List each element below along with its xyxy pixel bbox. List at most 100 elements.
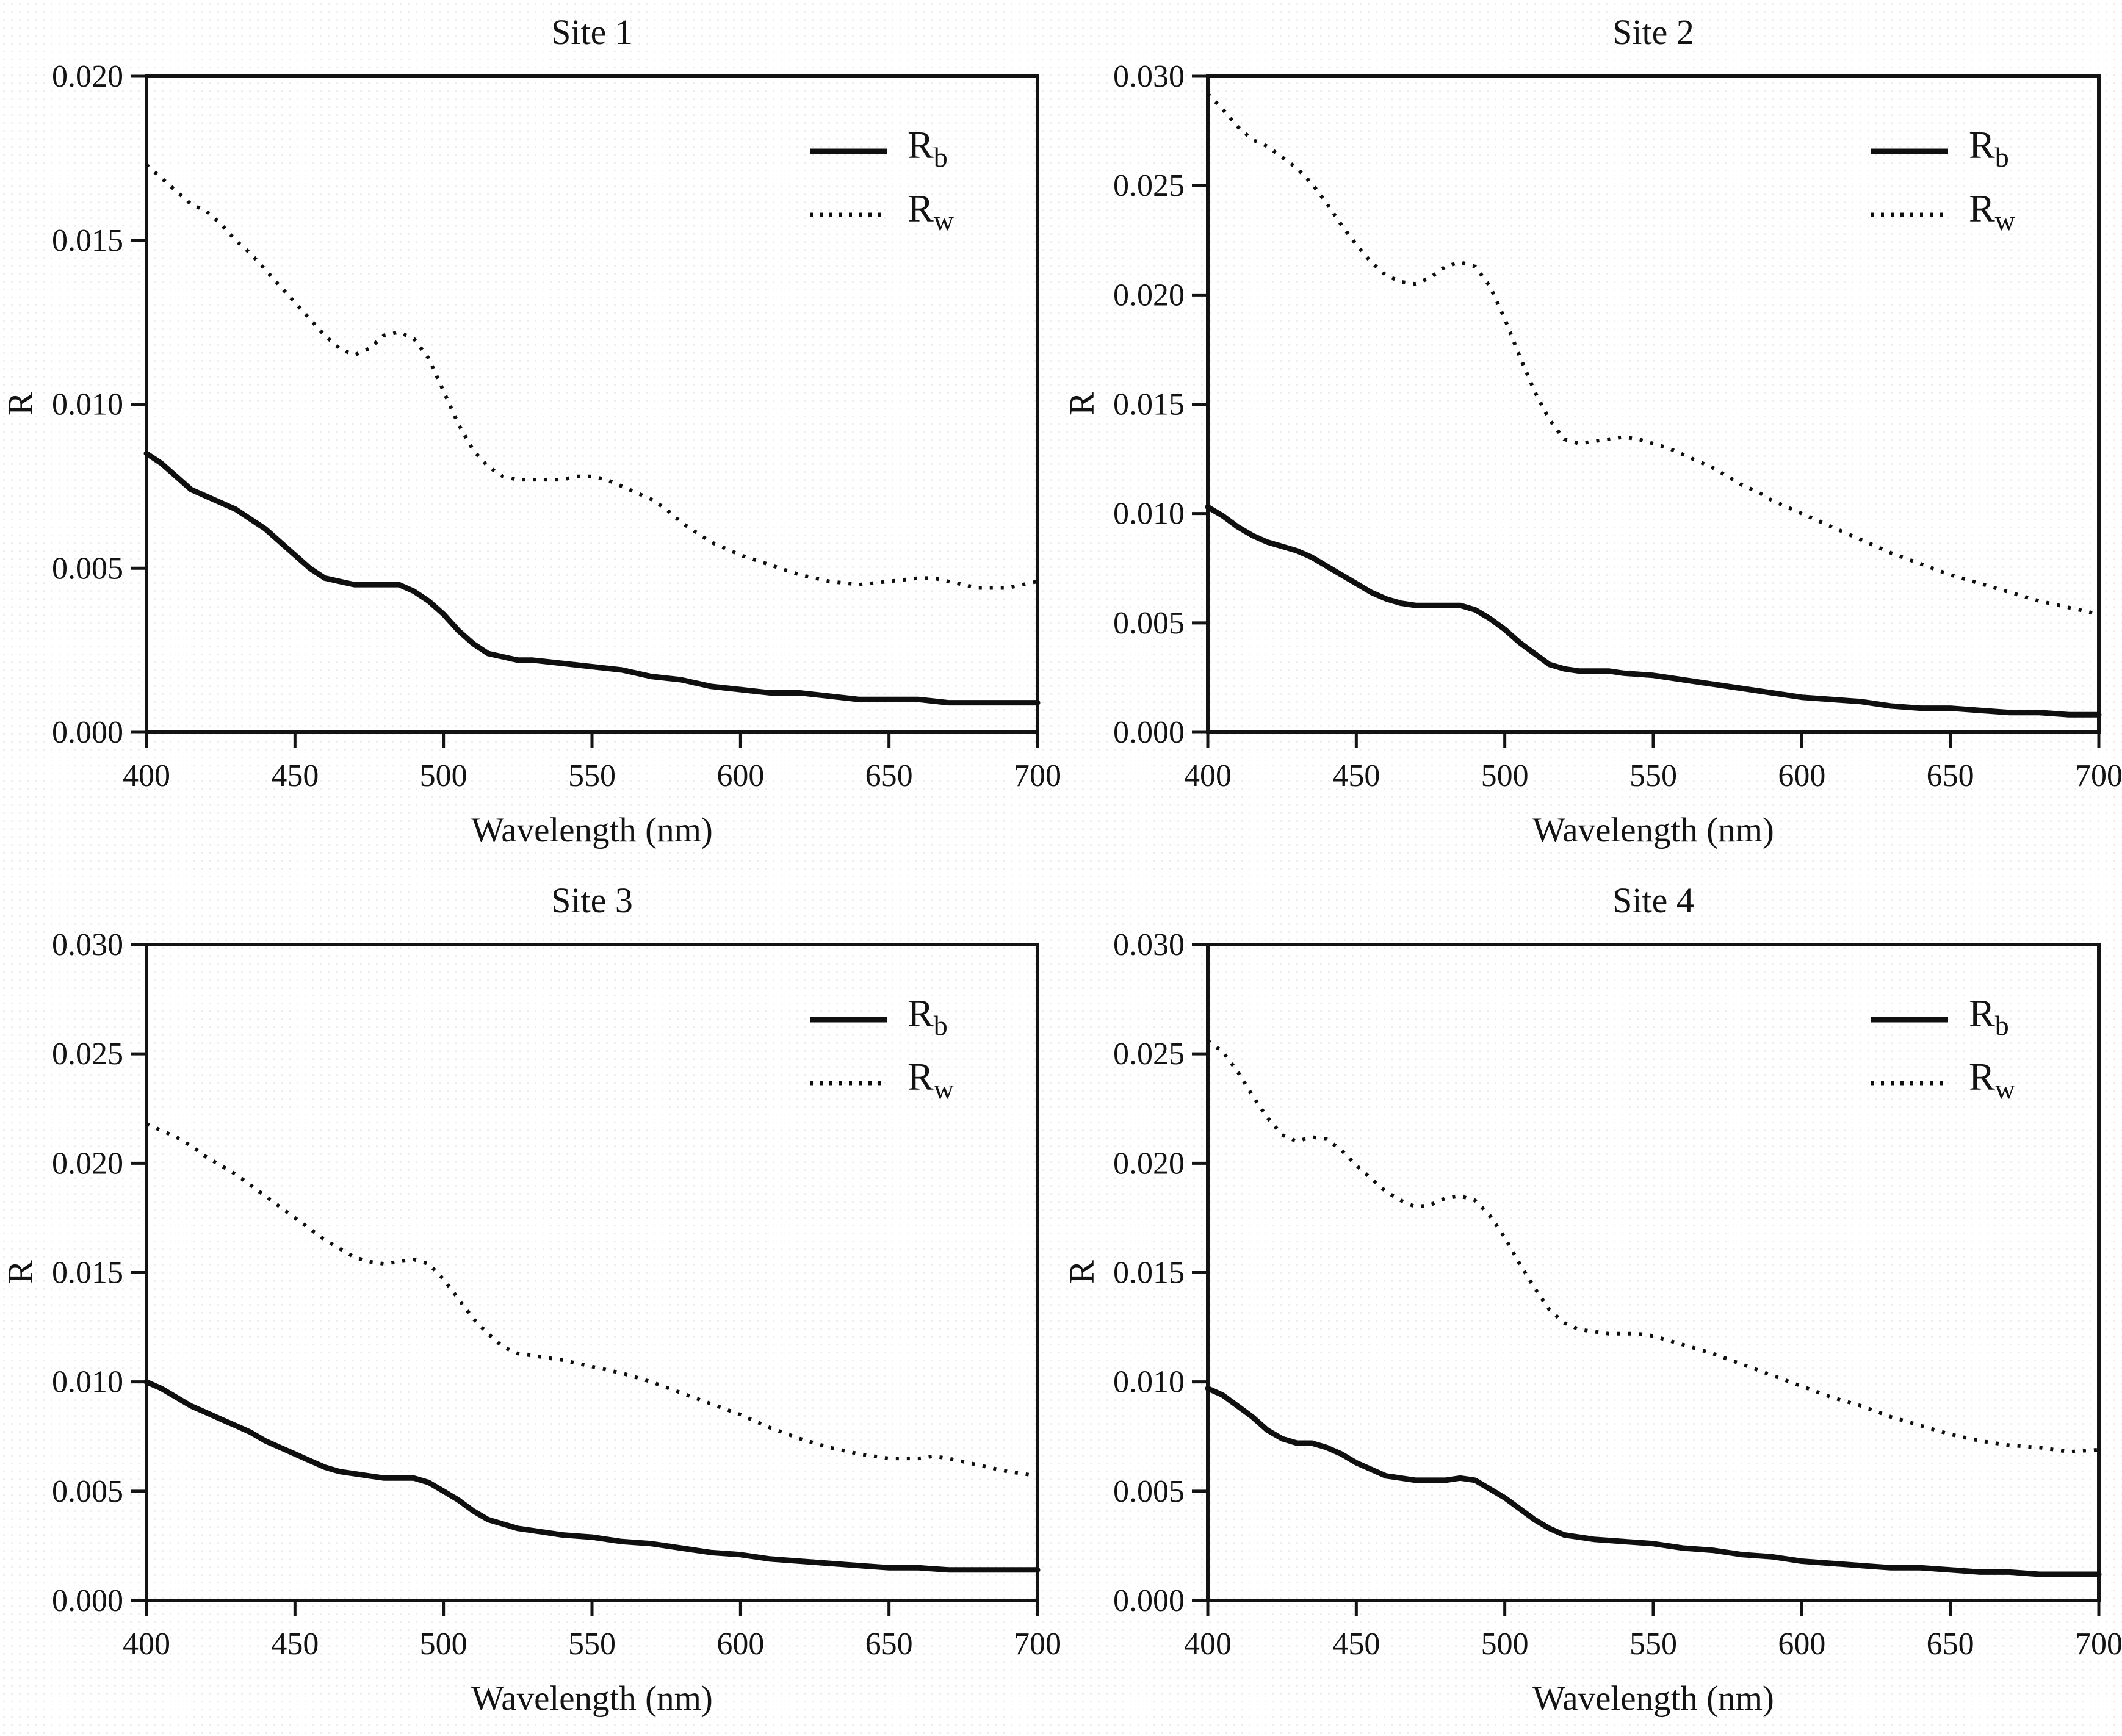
x-tick-label: 700 <box>2075 758 2122 793</box>
y-tick-label: 0.020 <box>1113 278 1185 312</box>
legend: Rb Rw <box>809 125 954 252</box>
series-rw-line <box>1206 92 2099 616</box>
x-tick-label: 400 <box>123 1627 170 1662</box>
y-tick-label: 0.030 <box>52 927 123 962</box>
y-tick-label: 0.010 <box>1113 1365 1185 1400</box>
series-rw-line <box>1207 1039 2099 1454</box>
x-tick-label: 500 <box>1481 758 1529 793</box>
plot-area-site-4: 400 450 500 550 600 650 700 0.000 0.005 0.010 0.01… <box>1113 927 2122 1662</box>
legend-label-rw: Rw <box>1969 187 2015 236</box>
legend-label-rb: Rb <box>1969 123 2009 173</box>
legend-item-rb: Rb <box>1870 993 2015 1046</box>
chart-site-3: Site 3 R 400 450 500 550 600 650 700 0.000 0.005… <box>0 868 1061 1736</box>
plot-area-site-2: 400 450 500 550 600 650 700 0.000 0.005 0.010 0.01… <box>1113 59 2122 793</box>
chart-title: Site 2 <box>1612 12 1694 52</box>
y-tick-label: 0.005 <box>52 1474 123 1509</box>
chart-site-1: Site 1 R 400 450 500 550 600 650 700 0.000 0.005… <box>0 0 1061 868</box>
legend-item-rb: Rb <box>809 125 954 178</box>
y-tick-label: 0.020 <box>1113 1146 1185 1181</box>
legend-label-rb: Rb <box>1969 992 2009 1041</box>
y-tick-label: 0.025 <box>52 1037 123 1071</box>
y-tick-label: 0.005 <box>1113 606 1185 641</box>
y-tick-label: 0.000 <box>1113 715 1185 750</box>
x-tick-label: 650 <box>1927 1627 1974 1662</box>
y-tick-label: 0.000 <box>52 715 123 750</box>
x-tick-label: 500 <box>1481 1627 1529 1662</box>
legend-label-rw: Rw <box>1969 1055 2015 1104</box>
legend-solid-line-icon <box>810 148 887 154</box>
y-tick-label: 0.015 <box>52 1256 123 1291</box>
x-tick-label: 400 <box>123 758 170 793</box>
y-tick-label: 0.010 <box>52 387 123 422</box>
x-tick-label: 600 <box>716 1627 764 1662</box>
legend-dotted-line-icon <box>1871 1081 1948 1086</box>
chart-site-4: Site 4 R 400 450 500 550 600 650 700 0.000 0.005… <box>1061 868 2122 1736</box>
x-tick-label: 700 <box>1014 1627 1061 1662</box>
legend-item-rw: Rw <box>809 1057 954 1109</box>
legend-item-rb: Rb <box>809 993 954 1046</box>
legend-solid-line-icon <box>1871 1017 1948 1023</box>
x-tick-label: 600 <box>1778 1627 1825 1662</box>
legend-solid-line-icon <box>1871 148 1948 154</box>
y-tick-label: 0.005 <box>1113 1474 1185 1509</box>
series-rb-line <box>1205 1385 2102 1577</box>
x-axis-label: Wavelength (nm) <box>1532 811 1774 849</box>
chart-title: Site 3 <box>551 881 633 920</box>
y-tick-label: 0.030 <box>1113 927 1185 962</box>
x-tick-label: 450 <box>271 758 319 793</box>
y-tick-label: 0.015 <box>1113 387 1185 422</box>
x-tick-label: 650 <box>865 758 913 793</box>
x-tick-label: 650 <box>1927 758 1974 793</box>
x-tick-label: 550 <box>568 1627 616 1662</box>
y-tick-label: 0.015 <box>52 223 123 258</box>
chart-site-2: Site 2 R 400 450 500 550 600 650 700 0.000 0.005… <box>1061 0 2122 868</box>
x-tick-label: 450 <box>271 1627 319 1662</box>
legend-dotted-line-icon <box>810 212 887 217</box>
x-tick-label: 550 <box>1629 758 1677 793</box>
x-tick-label: 400 <box>1184 1627 1232 1662</box>
y-tick-label: 0.000 <box>1113 1583 1185 1618</box>
x-tick-label: 500 <box>420 758 467 793</box>
series-rb-line <box>143 450 1041 706</box>
y-tick-label: 0.010 <box>52 1365 123 1400</box>
y-tick-label: 0.020 <box>52 59 123 94</box>
x-tick-label: 600 <box>716 758 764 793</box>
legend: Rb Rw <box>1870 125 2015 252</box>
chart-title: Site 1 <box>551 12 633 52</box>
y-tick-label: 0.000 <box>52 1583 123 1618</box>
legend-label-rw: Rw <box>908 1055 954 1104</box>
legend: Rb Rw <box>1870 993 2015 1120</box>
x-tick-label: 500 <box>420 1627 467 1662</box>
series-rw-line <box>145 163 1038 590</box>
series-rb-line <box>143 1379 1041 1573</box>
legend-item-rw: Rw <box>1870 189 2015 241</box>
x-tick-label: 450 <box>1332 1627 1380 1662</box>
plot-area-site-1: 400 450 500 550 600 650 700 0.000 0.005 0.010 0.01… <box>52 59 1061 793</box>
x-axis-label: Wavelength (nm) <box>1532 1679 1774 1718</box>
y-tick-label: 0.005 <box>52 551 123 586</box>
legend-dotted-line-icon <box>1871 212 1948 217</box>
y-tick-label: 0.025 <box>1113 168 1185 203</box>
x-tick-label: 550 <box>1629 1627 1677 1662</box>
series-rw-line <box>145 1122 1038 1478</box>
x-tick-label: 550 <box>568 758 616 793</box>
x-tick-label: 700 <box>2075 1627 2122 1662</box>
x-tick-label: 700 <box>1014 758 1061 793</box>
chart-title: Site 4 <box>1612 881 1694 920</box>
series-rb-line <box>1205 504 2102 718</box>
x-axis-label: Wavelength (nm) <box>471 1679 713 1718</box>
legend: Rb Rw <box>809 993 954 1120</box>
legend-label-rb: Rb <box>908 123 948 173</box>
legend-dotted-line-icon <box>810 1081 887 1086</box>
plot-area-site-3: 400 450 500 550 600 650 700 0.000 0.005 0.010 0.01… <box>52 927 1061 1662</box>
y-tick-label: 0.015 <box>1113 1256 1185 1291</box>
y-tick-label: 0.025 <box>1113 1037 1185 1071</box>
y-tick-label: 0.010 <box>1113 497 1185 531</box>
legend-item-rb: Rb <box>1870 125 2015 178</box>
x-tick-label: 400 <box>1184 758 1232 793</box>
legend-label-rb: Rb <box>908 992 948 1041</box>
legend-item-rw: Rw <box>809 189 954 241</box>
y-tick-label: 0.020 <box>52 1146 123 1181</box>
legend-label-rw: Rw <box>908 187 954 236</box>
